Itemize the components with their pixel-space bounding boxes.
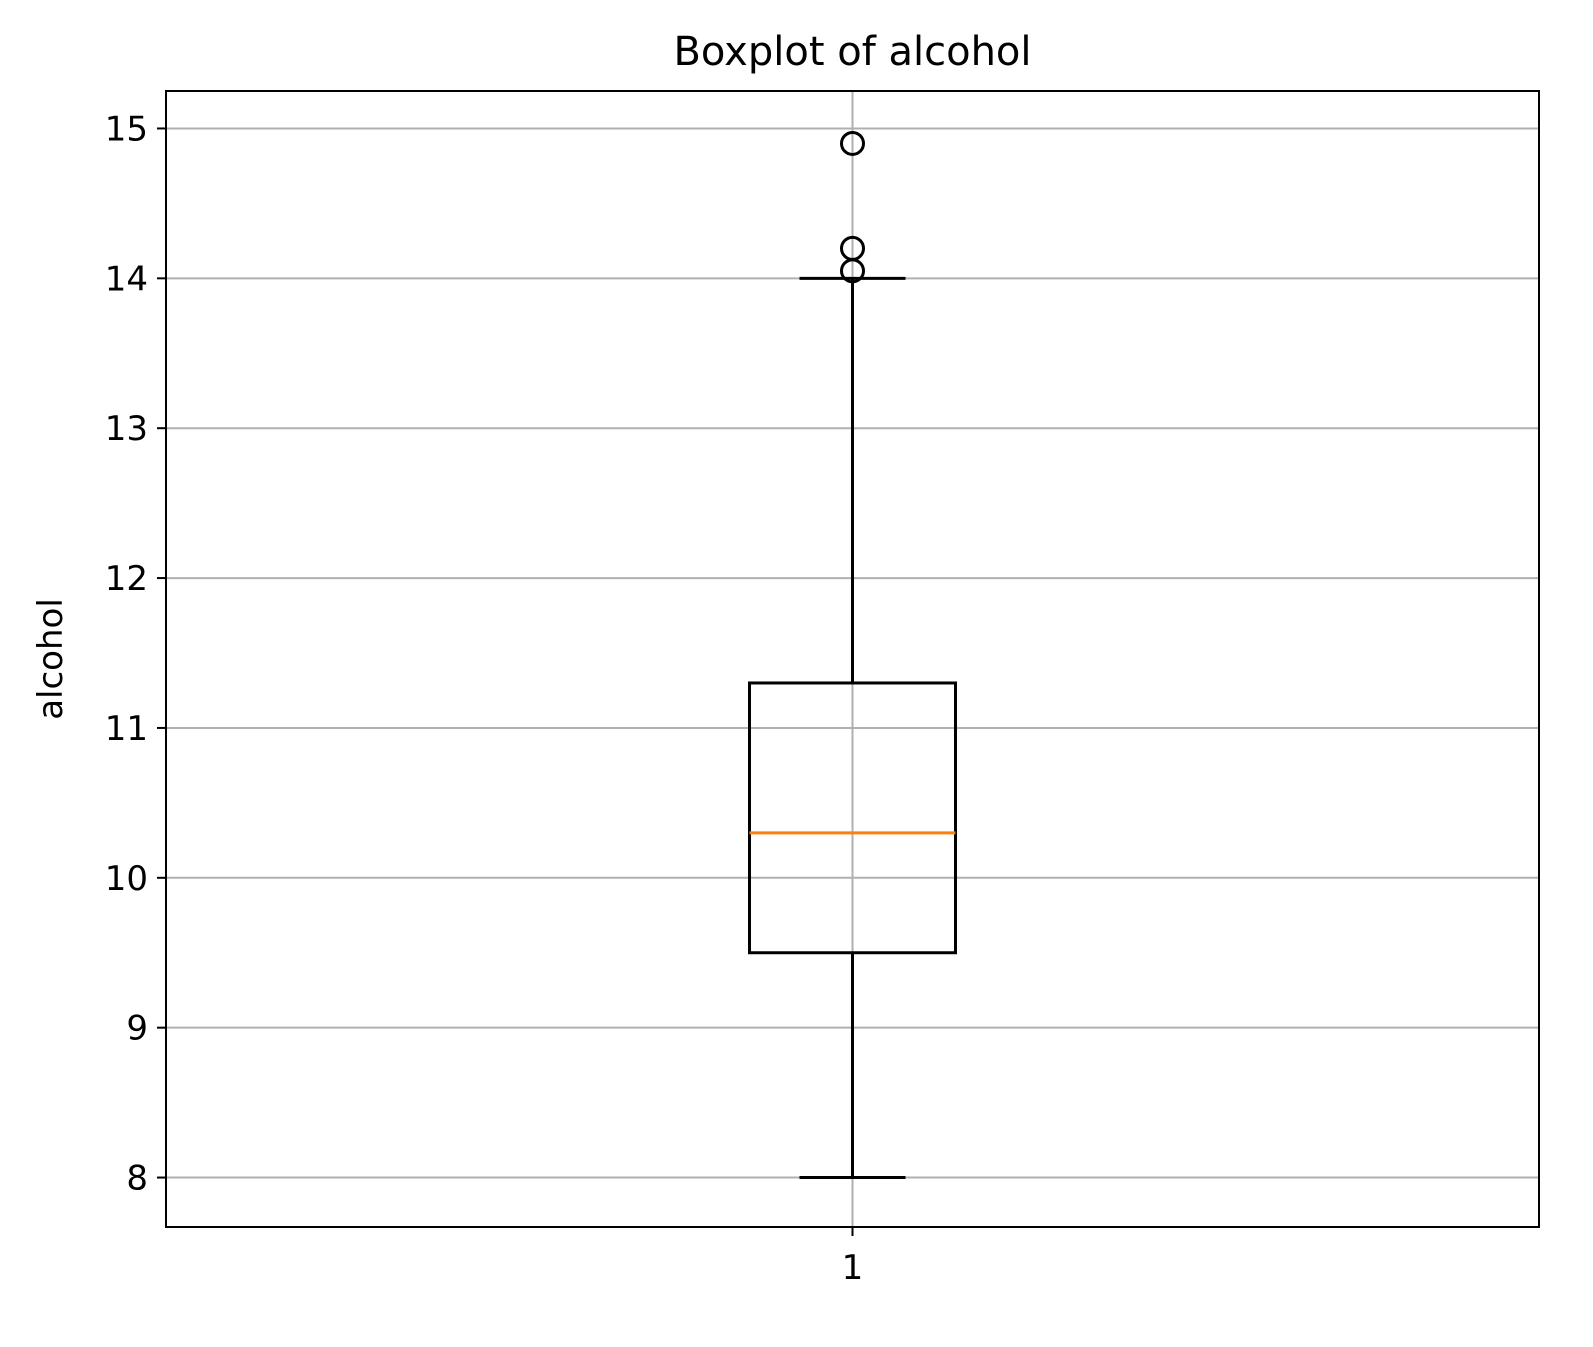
y-tick-label: 8	[126, 1159, 148, 1199]
marks-layer	[748, 130, 957, 1180]
chart-title: Boxplot of alcohol	[673, 29, 1031, 75]
iqr-box	[748, 681, 957, 955]
y-tick-label: 12	[105, 559, 148, 599]
y-tick-label: 14	[105, 259, 148, 299]
y-axis-label: alcohol	[31, 598, 71, 720]
y-tick-label: 15	[105, 109, 148, 149]
y-tick-label: 13	[105, 409, 148, 449]
outlier-point	[840, 130, 865, 156]
x-tick-label: 1	[842, 1248, 864, 1288]
ticks-layer: 8 9 10 11 12 13 14 15 1	[105, 109, 864, 1288]
outlier-point	[840, 235, 865, 261]
y-tick-label: 9	[126, 1009, 148, 1049]
y-tick-label: 10	[105, 859, 148, 899]
y-tick-label: 11	[105, 709, 148, 749]
